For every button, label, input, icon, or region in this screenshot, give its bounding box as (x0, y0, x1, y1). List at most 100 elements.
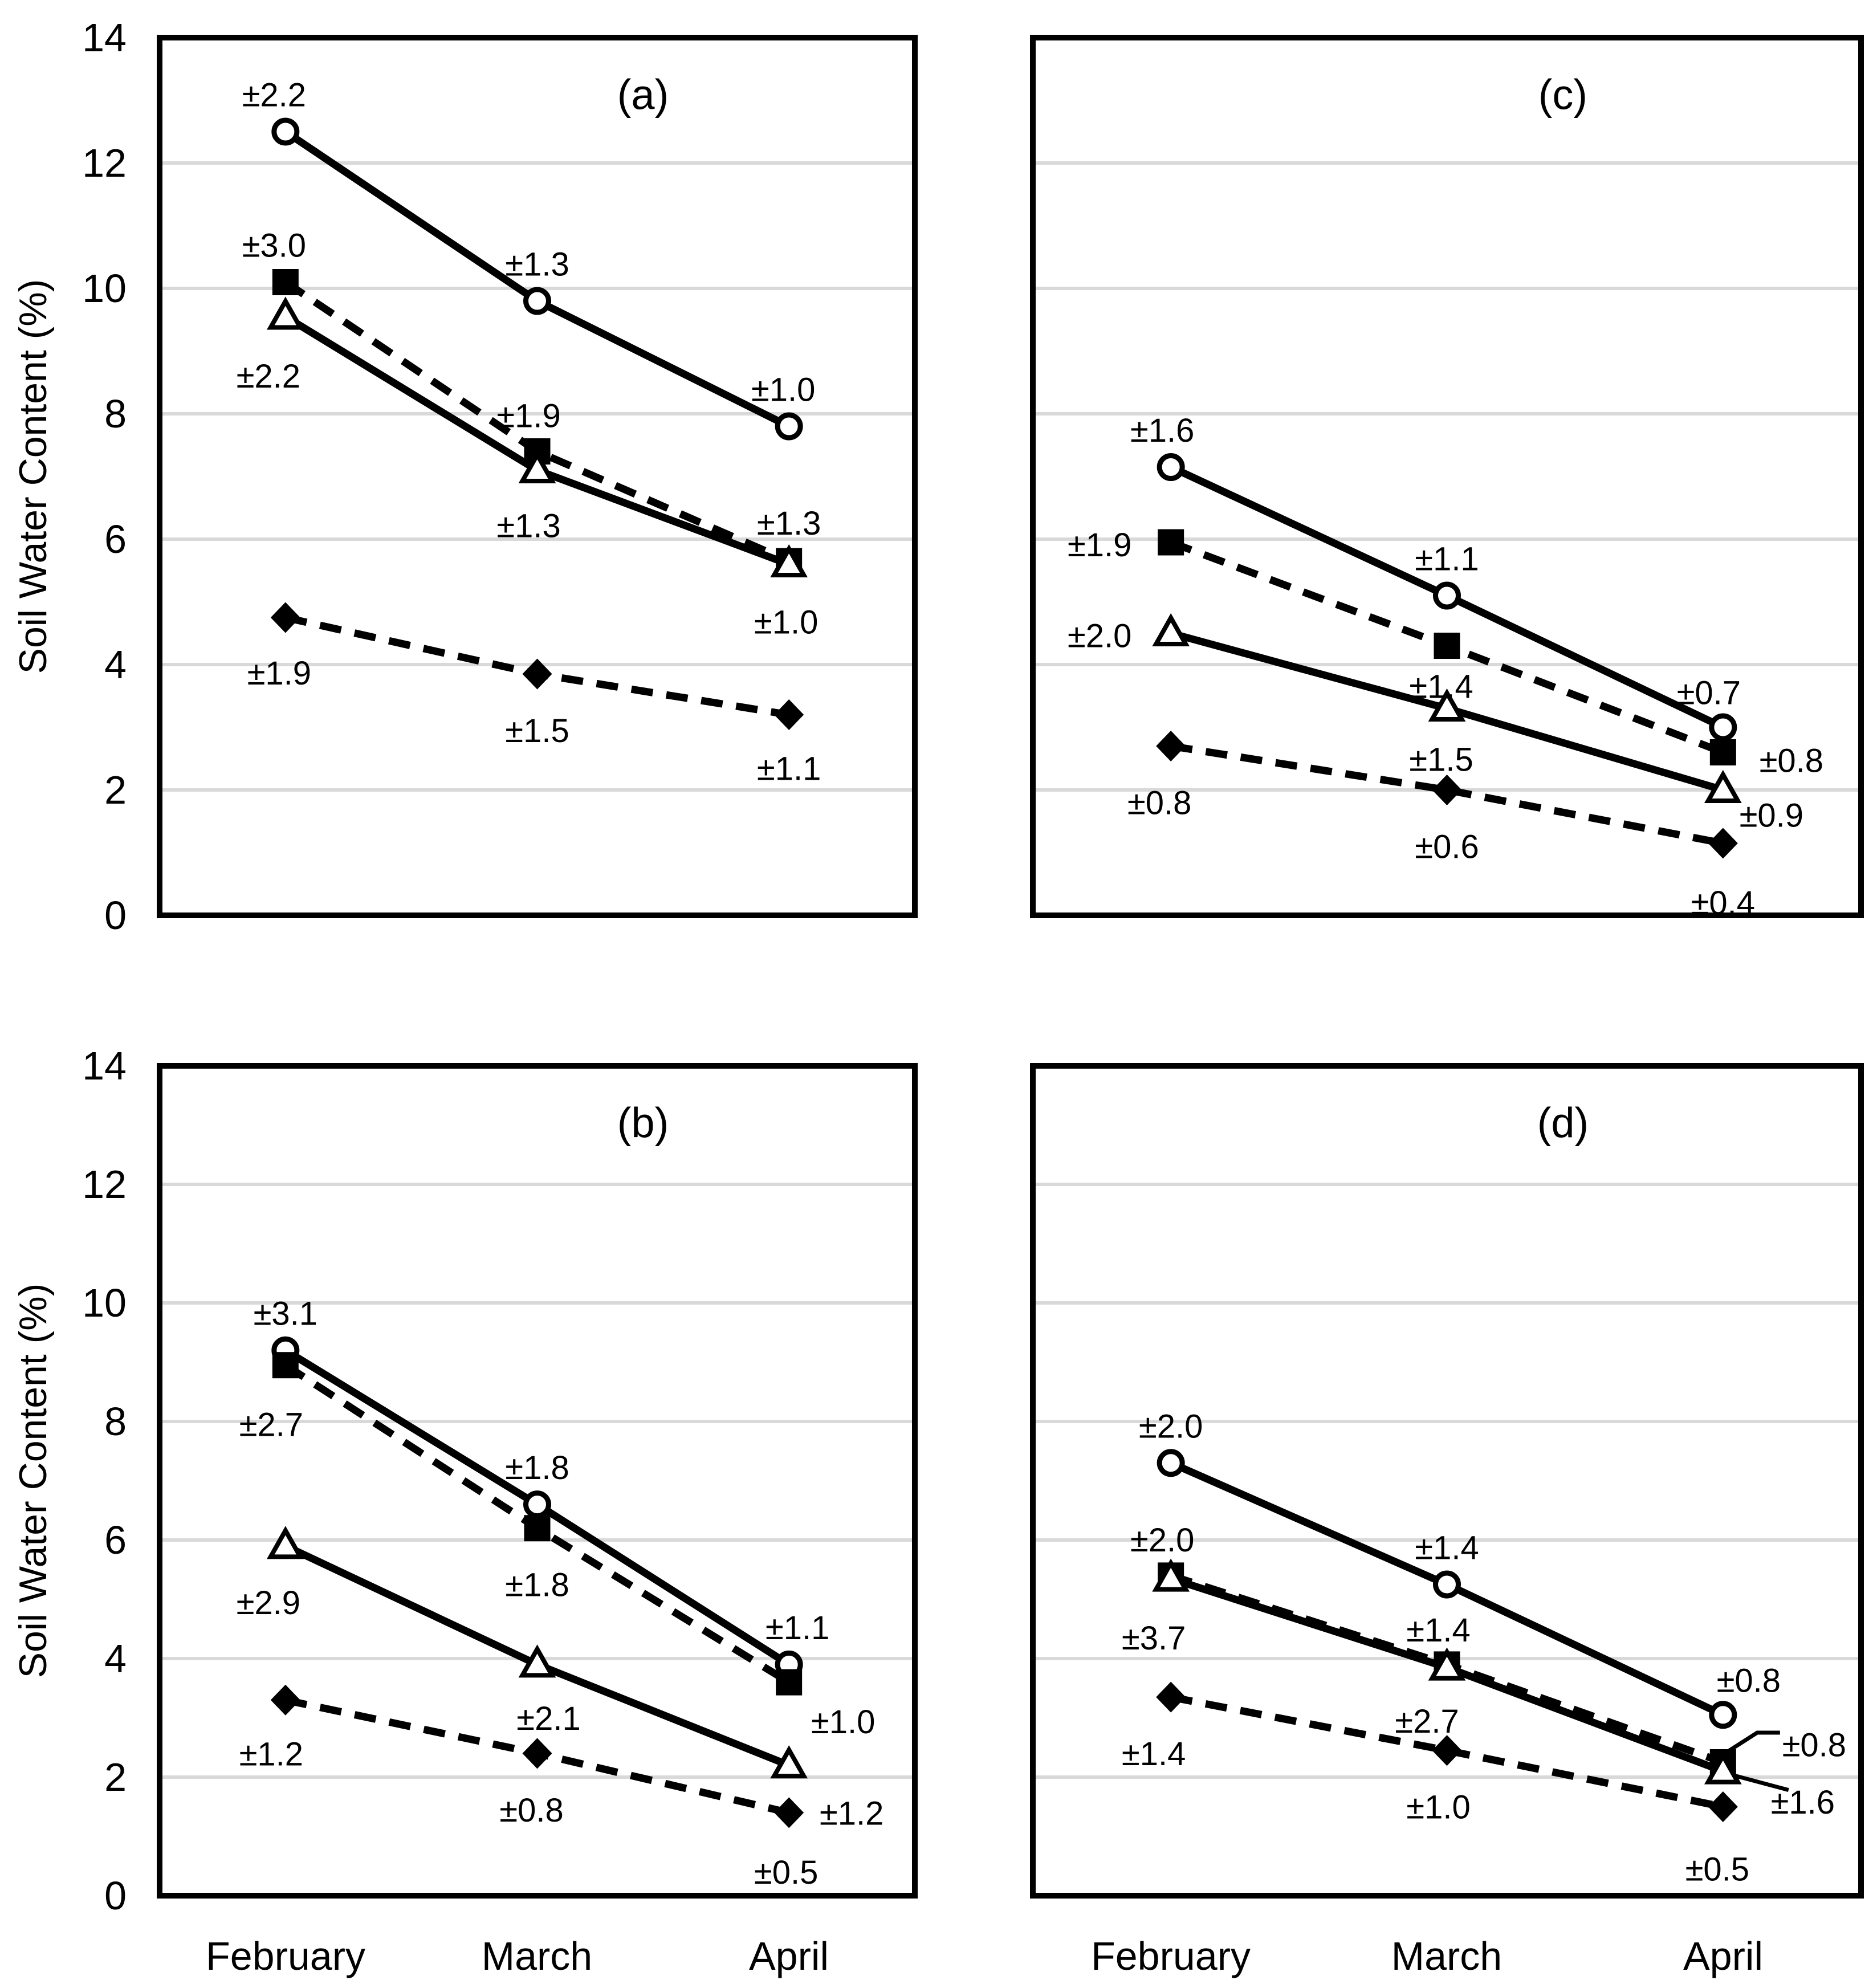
panel-b: 0 2 4 6 8 10 12 14 (b) ±3.1 ±1.8 ±1.1 ±2.7 ±1.8 ±1.0 ±2… (82, 1044, 918, 1918)
error-label: ±2.2 (237, 358, 300, 395)
error-label: ±1.0 (754, 604, 818, 641)
data-point-marker-triangle (1428, 688, 1466, 722)
error-label: ±3.0 (242, 227, 306, 264)
data-point-marker-triangle (1152, 613, 1190, 646)
data-point-marker-triangle (518, 450, 556, 483)
error-label: ±2.1 (516, 1700, 580, 1737)
data-point-marker-circle (523, 1490, 551, 1519)
error-label: ±1.3 (496, 508, 560, 545)
error-label: ±0.8 (1782, 1727, 1846, 1764)
data-point-marker-square (272, 1352, 299, 1379)
error-label: ±1.0 (1406, 1789, 1470, 1826)
data-point-marker-triangle (1704, 769, 1742, 803)
data-point-marker-triangle (1428, 1647, 1466, 1681)
data-point-marker-triangle (518, 1644, 556, 1678)
error-label: ±1.1 (1415, 541, 1479, 578)
error-label: ±0.8 (499, 1792, 563, 1829)
error-label: ±2.7 (239, 1407, 303, 1444)
data-point-marker-square (272, 269, 299, 295)
error-label: ±2.0 (1130, 1522, 1194, 1559)
plot-frame (1030, 35, 1864, 918)
error-label: ±1.9 (1068, 527, 1131, 564)
y-tick-label: 8 (104, 1399, 127, 1444)
series-line-filled-diamond-dashed (1170, 1693, 1724, 1811)
panel-letter: (b) (617, 1099, 669, 1147)
error-label: ±1.4 (1122, 1736, 1186, 1773)
error-label: ±0.5 (754, 1854, 818, 1891)
error-label: ±2.7 (1395, 1703, 1459, 1740)
error-label: ±1.0 (751, 372, 815, 409)
error-label: ±1.3 (505, 246, 569, 283)
panel-c: (c)±1.6±1.1±0.7±1.9±1.4±0.8±2.0±1.5±0.9±… (1030, 35, 1864, 922)
y-tick-label: 10 (82, 266, 127, 311)
x-tick-label-february: February (205, 1934, 366, 1978)
x-tick-label-april: April (748, 1934, 829, 1978)
panel-letter: (d) (1537, 1099, 1589, 1147)
error-label: ±1.4 (1415, 1530, 1479, 1567)
error-label: ±0.8 (1127, 785, 1191, 822)
y-tick-label: 8 (104, 392, 127, 436)
data-point-marker-square (1434, 633, 1460, 659)
error-label: ±0.9 (1740, 797, 1803, 834)
error-label: ±1.4 (1406, 1612, 1470, 1649)
error-label: ±0.8 (1717, 1662, 1781, 1699)
y-tick-label: 2 (104, 768, 127, 812)
data-point-marker-circle (271, 117, 300, 146)
error-label: ±1.2 (820, 1795, 883, 1832)
data-point-marker-diamond (1432, 775, 1462, 805)
data-point-marker-circle (523, 287, 551, 315)
y-tick-label: 0 (104, 1873, 127, 1918)
data-point-marker-diamond (522, 1738, 552, 1769)
y-tick-label: 14 (82, 1044, 127, 1088)
data-point-marker-triangle (266, 296, 304, 330)
error-label: ±1.9 (247, 655, 311, 692)
error-label: ±0.7 (1677, 675, 1741, 712)
plot-frame (157, 35, 918, 918)
y-axis-title-top: Soil Water Content (%) (11, 279, 55, 674)
data-point-marker-diamond (270, 1684, 300, 1716)
y-tick-label: 12 (82, 141, 127, 185)
data-point-marker-circle (1157, 1449, 1185, 1477)
panel-d: (d) ±2.0 ±1.4 ±0.8 ±2.0 ±1.4 ±0.8 ±3.7 ±2.7 ±1.6 ±… (1030, 1063, 1864, 1899)
data-point-marker-circle (1433, 581, 1461, 610)
data-point-marker-square (524, 1515, 551, 1542)
error-label: ±1.5 (1409, 742, 1473, 779)
data-point-marker-diamond (1708, 828, 1738, 859)
data-point-marker-triangle (770, 544, 808, 577)
y-tick-label: 12 (82, 1162, 127, 1207)
panel-letter: (a) (617, 71, 669, 119)
error-label: ±1.6 (1771, 1784, 1835, 1821)
error-label: ±1.9 (496, 398, 560, 435)
panel-a: 0 2 4 6 8 10 12 14 (a) ±2.2 ±1.3 ±1.0 ±3.0 ±1.9 ±1.3 ±2… (82, 15, 918, 938)
plot-frame (157, 1063, 918, 1899)
error-label: ±1.1 (766, 1610, 829, 1647)
error-label: ±3.1 (254, 1296, 317, 1333)
x-tick-label-february: February (1090, 1934, 1251, 1978)
error-label: ±1.8 (505, 1449, 569, 1486)
y-tick-label: 0 (104, 893, 127, 938)
data-point-marker-circle (1709, 1701, 1737, 1729)
y-tick-label: 14 (82, 15, 127, 60)
y-axis-title-bottom: Soil Water Content (%) (11, 1283, 55, 1679)
y-tick-label: 6 (104, 1518, 127, 1562)
x-tick-label-march: March (481, 1934, 593, 1978)
data-point-marker-triangle (1704, 1751, 1742, 1785)
y-tick-label: 4 (104, 1636, 127, 1681)
data-point-marker-triangle (770, 1745, 808, 1779)
plot-frame (1030, 1063, 1864, 1899)
y-tick-label: 10 (82, 1281, 127, 1325)
data-point-marker-diamond (774, 699, 804, 730)
data-point-marker-diamond (522, 658, 552, 690)
data-point-marker-diamond (270, 602, 300, 633)
error-label: ±1.8 (505, 1567, 569, 1604)
data-point-marker-square (1709, 739, 1736, 765)
data-point-marker-diamond (774, 1797, 804, 1828)
error-label: ±2.9 (237, 1584, 300, 1622)
error-label: ±1.5 (505, 712, 569, 749)
error-label: ±0.5 (1685, 1851, 1749, 1888)
series-line-filled-diamond-dashed (1170, 742, 1724, 847)
data-point-marker-square (776, 1669, 803, 1696)
data-point-marker-diamond (1708, 1791, 1738, 1822)
